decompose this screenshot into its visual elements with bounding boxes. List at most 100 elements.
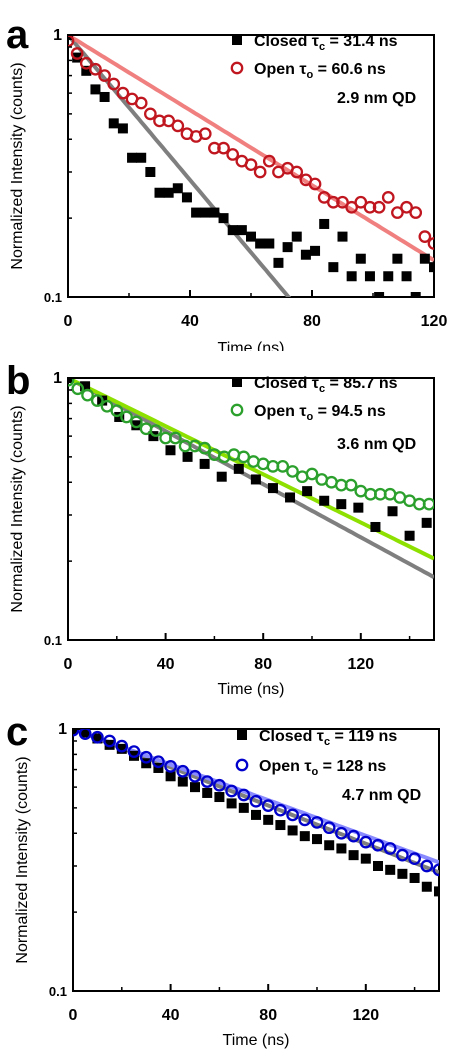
data-point-open [107, 77, 121, 91]
y-tick-label: 0.1 [44, 633, 62, 648]
data-point-open [71, 382, 85, 396]
data-point-open [208, 141, 221, 155]
data-point-closed [421, 517, 432, 528]
data-point-open [422, 497, 434, 511]
data-point-closed [117, 123, 128, 134]
fit-line-open [68, 35, 434, 263]
data-point-open [359, 835, 373, 849]
qd-size-annotation: 3.6 nm QD [337, 436, 416, 453]
chart-svg-a: a 0 40 80 120 1 0.1 Time (ns) Normalized Intensi… [6, 13, 447, 351]
data-point-open [129, 415, 143, 429]
data-point-open [134, 96, 148, 110]
data-point-open [420, 859, 434, 873]
x-tick-label: 120 [352, 1007, 379, 1024]
data-point-closed [104, 739, 115, 750]
legend-label-open: Open τo = 60.6 ns [254, 61, 386, 81]
data-point-closed [285, 492, 296, 503]
data-point-closed [300, 249, 311, 260]
data-point-open [249, 794, 263, 808]
data-point-open [427, 237, 434, 250]
legend-marker-closed [232, 35, 242, 45]
plot-frame [67, 377, 435, 641]
legend-label-open: Open τo = 128 ns [259, 758, 386, 778]
data-point-closed [80, 729, 91, 738]
data-point-open [120, 410, 133, 424]
x-tick-label: 80 [254, 656, 272, 673]
data-point-open [225, 784, 238, 798]
data-point-open [409, 206, 423, 219]
data-point-closed [165, 771, 176, 782]
data-point-closed [410, 292, 421, 297]
data-point-open [198, 441, 211, 455]
data-point-open [290, 165, 304, 179]
data-point-closed [401, 271, 412, 282]
data-point-closed [385, 864, 396, 875]
y-tick-label: 1 [53, 370, 62, 387]
data-point-closed [136, 152, 147, 163]
legend-marker-open [230, 403, 244, 417]
data-point-open [344, 478, 358, 492]
data-point-closed [267, 483, 278, 494]
x-tick-label: 0 [64, 656, 73, 673]
data-point-closed [238, 802, 249, 813]
chart-panel-b: b 0 40 80 120 1 0.1 Time (ns) Normalized Intensi… [0, 351, 451, 702]
data-point-open [79, 56, 93, 70]
chart-svg-b: b 0 40 80 120 1 0.1 Time (ns) Normalized Intensi… [6, 359, 435, 698]
plot-frame [72, 728, 440, 992]
data-point-open [139, 422, 153, 436]
data-point-closed [68, 35, 73, 40]
data-point-open [115, 739, 129, 753]
data-point-closed [370, 521, 381, 532]
data-point-closed [374, 292, 385, 297]
data-point-closed [273, 257, 284, 268]
x-tick-label: 0 [64, 313, 73, 330]
data-point-closed [328, 262, 339, 273]
data-point-open [305, 467, 319, 481]
data-point-closed [373, 860, 383, 871]
data-point-closed [310, 245, 321, 256]
panel-label: c [6, 710, 28, 754]
data-point-open [89, 62, 102, 76]
series-closed [68, 378, 432, 541]
x-tick-label: 0 [69, 1007, 78, 1024]
data-point-open [432, 863, 439, 877]
data-point-open [237, 788, 251, 802]
x-tick-label: 80 [259, 1007, 277, 1024]
data-point-open [139, 750, 153, 764]
chart-panel-a: a 0 40 80 120 1 0.1 Time (ns) Normalized Intensi… [0, 0, 451, 351]
y-tick-label: 0.1 [44, 290, 62, 305]
data-point-closed [360, 853, 371, 864]
data-point-open [286, 808, 299, 822]
data-point-open [81, 388, 94, 402]
x-tick-label: 120 [347, 656, 374, 673]
data-point-open [98, 69, 111, 82]
legend-marker-open [235, 758, 249, 772]
y-axis-title: Normalized Intensity (counts) [9, 405, 26, 612]
data-point-closed [251, 809, 261, 820]
data-point-closed [319, 218, 330, 229]
data-point-closed [181, 192, 192, 203]
data-point-open [371, 838, 385, 852]
data-point-open [103, 734, 116, 748]
qd-size-annotation: 2.9 nm QD [337, 90, 416, 107]
data-point-open [391, 206, 404, 219]
data-point-closed [163, 187, 174, 198]
data-point-open [198, 127, 212, 141]
data-point-open [345, 200, 358, 214]
data-point-open [396, 848, 409, 862]
data-point-closed [90, 84, 101, 95]
data-point-closed [81, 65, 92, 76]
data-point-closed [263, 814, 274, 825]
data-point-open [100, 399, 114, 413]
data-point-open [322, 821, 336, 835]
data-point-closed [200, 207, 211, 218]
data-point-open [253, 165, 267, 179]
data-point-open [237, 450, 251, 464]
data-point-open [226, 148, 240, 161]
y-axis-title: Normalized Intensity (counts) [9, 62, 26, 269]
x-axis-title: Time (ns) [223, 1032, 290, 1049]
data-point-open [144, 107, 157, 121]
legend-marker-closed [237, 730, 247, 740]
x-tick-label: 40 [181, 313, 199, 330]
data-point-closed [355, 253, 366, 264]
